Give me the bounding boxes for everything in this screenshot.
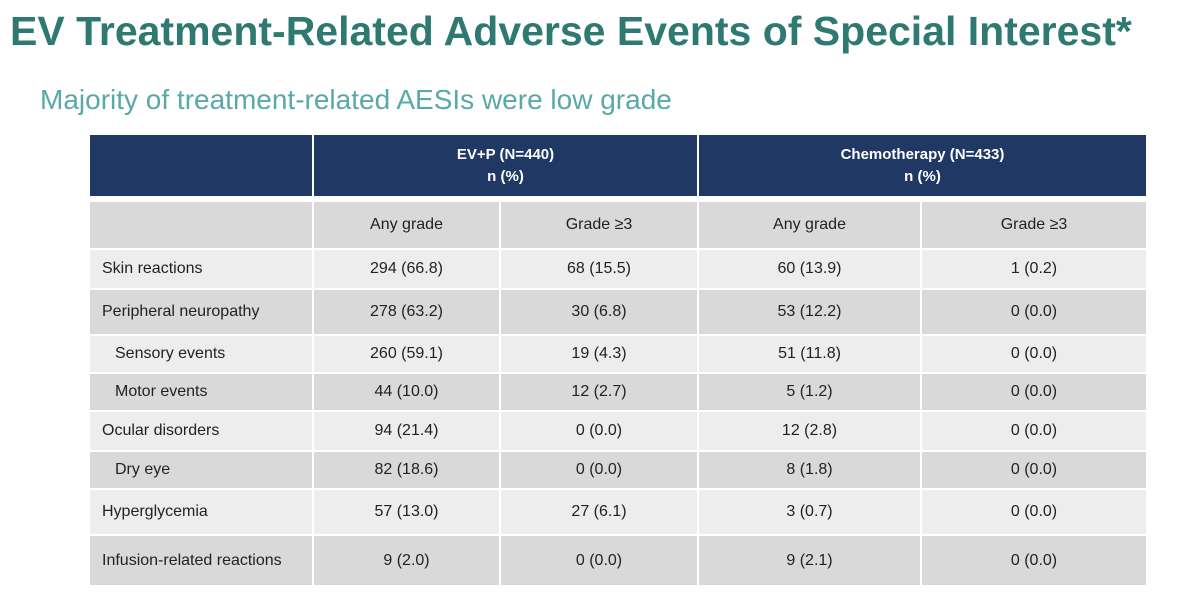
table-cell: 0 (0.0) [499, 534, 698, 585]
table-row: Ocular disorders 94 (21.4) 0 (0.0) 12 (2.8)… [90, 410, 1146, 451]
table-cell: 0 (0.0) [920, 372, 1146, 411]
table-cell: 44 (10.0) [312, 372, 500, 411]
table-cell: 5 (1.2) [697, 372, 921, 411]
slide-title: EV Treatment-Related Adverse Events of S… [10, 8, 1132, 54]
table-cell: 68 (15.5) [499, 248, 698, 289]
table-cell: 53 (12.2) [697, 288, 921, 335]
row-label: Ocular disorders [90, 410, 313, 451]
table-cell: 27 (6.1) [499, 488, 698, 535]
table-cell: 1 (0.2) [920, 248, 1146, 289]
table-row: Skin reactions 294 (66.8) 68 (15.5) 60 (13.… [90, 248, 1146, 289]
table-cell: 57 (13.0) [312, 488, 500, 535]
row-label: Skin reactions [90, 248, 313, 289]
table-cell: 0 (0.0) [920, 410, 1146, 451]
table-row: Sensory events 260 (59.1) 19 (4.3) 51 (11.8… [90, 334, 1146, 373]
group-header-chemotherapy-unit: n (%) [904, 167, 941, 185]
header-gap [90, 196, 1146, 202]
table-cell: 0 (0.0) [499, 410, 698, 451]
table-row: Peripheral neuropathy 278 (63.2) 30 (6.8) 5… [90, 288, 1146, 335]
table-cell: 260 (59.1) [312, 334, 500, 373]
table-cell: 12 (2.8) [697, 410, 921, 451]
table-row: Motor events 44 (10.0) 12 (2.7) 5 (1.2) 0 (0… [90, 372, 1146, 411]
table-cell: 278 (63.2) [312, 288, 500, 335]
table-cell: 8 (1.8) [697, 450, 921, 489]
row-label: Hyperglycemia [90, 488, 313, 535]
header-blank-cell [90, 135, 313, 196]
table-cell: 3 (0.7) [697, 488, 921, 535]
group-header-evp: EV+P (N=440) n (%) [312, 135, 698, 196]
row-label: Sensory events [90, 334, 313, 373]
group-header-evp-title: EV+P (N=440) [456, 145, 555, 163]
group-header-row: EV+P (N=440) n (%) Chemotherapy (N=433) … [90, 135, 1146, 196]
subheader-cell: Grade ≥3 [920, 202, 1146, 249]
subheader-blank-cell [90, 202, 313, 249]
aesi-table: EV+P (N=440) n (%) Chemotherapy (N=433) … [90, 135, 1146, 585]
table-cell: 0 (0.0) [920, 488, 1146, 535]
table-cell: 0 (0.0) [920, 288, 1146, 335]
row-label: Motor events [90, 372, 313, 411]
subheader-cell: Grade ≥3 [499, 202, 698, 249]
subheader-cell: Any grade [697, 202, 921, 249]
table-cell: 9 (2.1) [697, 534, 921, 585]
group-header-chemotherapy: Chemotherapy (N=433) n (%) [697, 135, 1146, 196]
table-cell: 0 (0.0) [920, 334, 1146, 373]
table-cell: 12 (2.7) [499, 372, 698, 411]
group-header-chemotherapy-title: Chemotherapy (N=433) [840, 145, 1005, 163]
row-label: Peripheral neuropathy [90, 288, 313, 335]
table-body: Skin reactions 294 (66.8) 68 (15.5) 60 (13.… [90, 248, 1146, 585]
table-cell: 0 (0.0) [920, 450, 1146, 489]
group-header-evp-unit: n (%) [487, 167, 524, 185]
table-cell: 60 (13.9) [697, 248, 921, 289]
table-cell: 94 (21.4) [312, 410, 500, 451]
table-cell: 19 (4.3) [499, 334, 698, 373]
row-label: Infusion-related reactions [90, 534, 313, 585]
table-cell: 294 (66.8) [312, 248, 500, 289]
table-cell: 82 (18.6) [312, 450, 500, 489]
table-cell: 0 (0.0) [920, 534, 1146, 585]
table-cell: 51 (11.8) [697, 334, 921, 373]
table-cell: 9 (2.0) [312, 534, 500, 585]
table-row: Hyperglycemia 57 (13.0) 27 (6.1) 3 (0.7) 0 (… [90, 488, 1146, 535]
row-label: Dry eye [90, 450, 313, 489]
table-cell: 30 (6.8) [499, 288, 698, 335]
table-cell: 0 (0.0) [499, 450, 698, 489]
table-row: Infusion-related reactions 9 (2.0) 0 (0.0)… [90, 534, 1146, 585]
subheader-row: Any grade Grade ≥3 Any grade Grade ≥3 [90, 202, 1146, 249]
slide-subtitle: Majority of treatment-related AESIs were… [40, 84, 672, 115]
subheader-cell: Any grade [312, 202, 500, 249]
table-row: Dry eye 82 (18.6) 0 (0.0) 8 (1.8) 0 (0.0) [90, 450, 1146, 489]
